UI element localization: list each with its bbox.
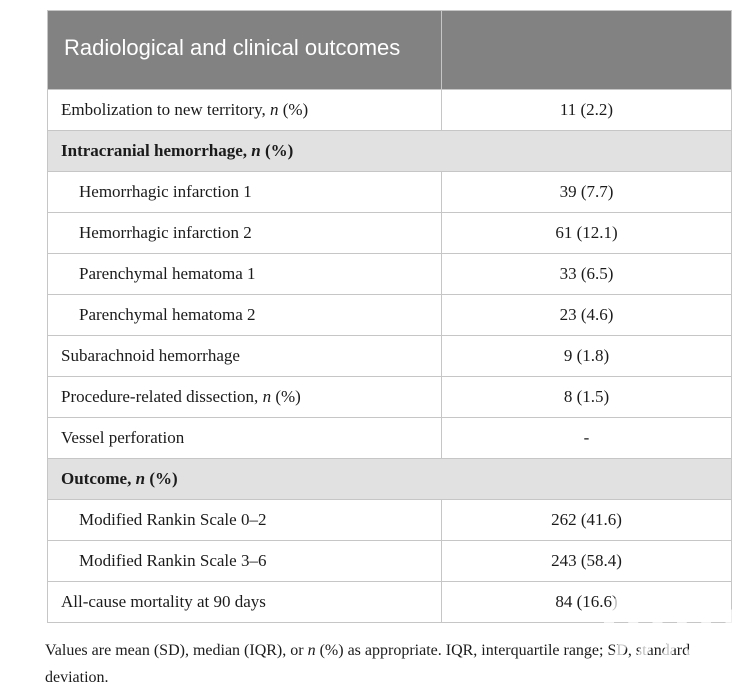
row-value: 61 (12.1) [441, 212, 732, 254]
section-header-label: Intracranial hemorrhage, n (%) [47, 130, 732, 172]
table-row: Vessel perforation - [47, 417, 732, 459]
row-value: 262 (41.6) [441, 499, 732, 541]
table-row: All-cause mortality at 90 days 84 (16.6) [47, 581, 732, 623]
row-value: - [441, 417, 732, 459]
row-value: 23 (4.6) [441, 294, 732, 336]
row-value: 9 (1.8) [441, 335, 732, 377]
section-header-row: Intracranial hemorrhage, n (%) [47, 130, 732, 172]
row-label: Vessel perforation [47, 417, 442, 459]
row-label: Modified Rankin Scale 3–6 [47, 540, 442, 582]
row-label: All-cause mortality at 90 days [47, 581, 442, 623]
row-value: 39 (7.7) [441, 171, 732, 213]
section-header-label: Outcome, n (%) [47, 458, 732, 500]
row-label: Procedure-related dissection, n (%) [47, 376, 442, 418]
table-header-value-cell [441, 10, 732, 90]
table-title: Radiological and clinical outcomes [47, 10, 442, 90]
table-row: Parenchymal hematoma 1 33 (6.5) [47, 253, 732, 295]
outcomes-table: Radiological and clinical outcomes Embol… [47, 10, 732, 623]
row-label: Parenchymal hematoma 1 [47, 253, 442, 295]
row-value: 33 (6.5) [441, 253, 732, 295]
table-row: Hemorrhagic infarction 1 39 (7.7) [47, 171, 732, 213]
row-value: 84 (16.6) [441, 581, 732, 623]
table-row: Hemorrhagic infarction 2 61 (12.1) [47, 212, 732, 254]
table-row: Procedure-related dissection, n (%) 8 (1.… [47, 376, 732, 418]
row-value: 243 (58.4) [441, 540, 732, 582]
table-row: Modified Rankin Scale 0–2 262 (41.6) [47, 499, 732, 541]
table-header-row: Radiological and clinical outcomes [47, 10, 732, 90]
table-row: Parenchymal hematoma 2 23 (4.6) [47, 294, 732, 336]
row-value: 8 (1.5) [441, 376, 732, 418]
table-footnote: Values are mean (SD), median (IQR), or n… [45, 642, 691, 682]
table-row: Subarachnoid hemorrhage 9 (1.8) [47, 335, 732, 377]
section-header-row: Outcome, n (%) [47, 458, 732, 500]
row-label: Hemorrhagic infarction 2 [47, 212, 442, 254]
row-label: Modified Rankin Scale 0–2 [47, 499, 442, 541]
row-value: 11 (2.2) [441, 89, 732, 131]
row-label: Hemorrhagic infarction 1 [47, 171, 442, 213]
row-label: Embolization to new territory, n (%) [47, 89, 442, 131]
row-label: Parenchymal hematoma 2 [47, 294, 442, 336]
row-label: Subarachnoid hemorrhage [47, 335, 442, 377]
table-row: Modified Rankin Scale 3–6 243 (58.4) [47, 540, 732, 582]
table-row: Embolization to new territory, n (%) 11 (… [47, 89, 732, 131]
